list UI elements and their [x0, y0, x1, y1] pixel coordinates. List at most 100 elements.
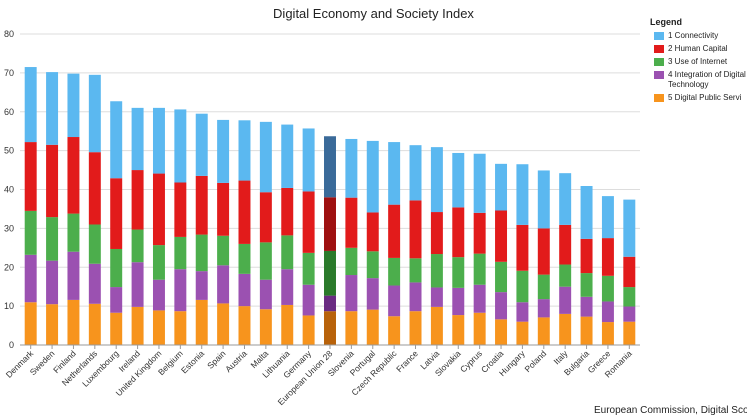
bar-segment[interactable]	[67, 213, 80, 252]
bar-segment[interactable]	[174, 109, 187, 183]
bar-segment[interactable]	[537, 228, 550, 275]
bar-segment[interactable]	[302, 128, 315, 192]
bar-segment[interactable]	[131, 170, 144, 230]
bar-segment[interactable]	[217, 303, 230, 345]
bar-segment[interactable]	[152, 245, 165, 280]
bar-segment[interactable]	[217, 265, 230, 304]
bar-segment[interactable]	[537, 170, 550, 229]
bar-segment[interactable]	[88, 152, 101, 225]
bar-segment[interactable]	[388, 142, 401, 205]
bar-segment[interactable]	[580, 238, 593, 274]
bar-segment[interactable]	[259, 192, 272, 243]
bar-segment[interactable]	[324, 295, 336, 312]
bar-segment[interactable]	[281, 235, 294, 270]
bar-segment[interactable]	[345, 275, 358, 312]
bar-segment[interactable]	[152, 107, 165, 174]
bar-segment[interactable]	[495, 292, 508, 320]
bar-segment[interactable]	[473, 253, 486, 285]
bar-segment[interactable]	[366, 309, 379, 345]
bar-segment[interactable]	[238, 273, 251, 307]
legend-item[interactable]: 4 Integration of Digital Technology	[650, 70, 747, 90]
bar-segment[interactable]	[46, 144, 59, 218]
bar-segment[interactable]	[601, 322, 614, 345]
bar-segment[interactable]	[259, 309, 272, 345]
bar-segment[interactable]	[430, 287, 443, 307]
bar-segment[interactable]	[88, 74, 101, 153]
bar-segment[interactable]	[409, 282, 422, 312]
bar-segment[interactable]	[67, 137, 80, 214]
bar-segment[interactable]	[559, 313, 572, 345]
bar-segment[interactable]	[131, 229, 144, 263]
bar-segment[interactable]	[24, 254, 37, 303]
bar-segment[interactable]	[601, 196, 614, 239]
bar-segment[interactable]	[473, 312, 486, 345]
bar-segment[interactable]	[559, 173, 572, 225]
bar-segment[interactable]	[302, 191, 315, 253]
bar-segment[interactable]	[195, 113, 208, 176]
bar-segment[interactable]	[46, 217, 59, 261]
bar-segment[interactable]	[537, 274, 550, 300]
bar-segment[interactable]	[409, 258, 422, 283]
bar-segment[interactable]	[88, 303, 101, 345]
legend-item[interactable]: 3 Use of Internet	[650, 57, 747, 67]
bar-segment[interactable]	[24, 302, 37, 345]
bar-segment[interactable]	[24, 67, 37, 143]
bar-segment[interactable]	[217, 119, 230, 183]
bar-segment[interactable]	[452, 207, 465, 258]
bar-segment[interactable]	[473, 284, 486, 313]
bar-segment[interactable]	[152, 173, 165, 246]
bar-segment[interactable]	[366, 251, 379, 279]
bar-segment[interactable]	[495, 163, 508, 211]
bar-segment[interactable]	[580, 273, 593, 297]
bar-segment[interactable]	[601, 301, 614, 323]
bar-segment[interactable]	[601, 238, 614, 276]
bar-segment[interactable]	[559, 286, 572, 314]
bar-segment[interactable]	[110, 248, 123, 288]
bar-segment[interactable]	[452, 315, 465, 345]
bar-segment[interactable]	[516, 164, 529, 225]
bar-segment[interactable]	[409, 311, 422, 345]
bar-segment[interactable]	[559, 224, 572, 265]
bar-segment[interactable]	[46, 72, 59, 145]
bar-segment[interactable]	[110, 287, 123, 313]
bar-segment[interactable]	[67, 73, 80, 138]
bar-segment[interactable]	[195, 234, 208, 272]
bar-segment[interactable]	[559, 264, 572, 287]
bar-segment[interactable]	[495, 319, 508, 345]
bar-segment[interactable]	[452, 152, 465, 208]
bar-segment[interactable]	[623, 256, 636, 288]
bar-segment[interactable]	[195, 271, 208, 300]
bar-segment[interactable]	[110, 101, 123, 179]
bar-segment[interactable]	[516, 224, 529, 271]
bar-segment[interactable]	[281, 304, 294, 345]
bar-segment[interactable]	[302, 315, 315, 345]
bar-segment[interactable]	[366, 140, 379, 213]
bar-segment[interactable]	[623, 306, 636, 322]
bar-segment[interactable]	[131, 262, 144, 307]
bar-segment[interactable]	[345, 138, 358, 198]
bar-segment[interactable]	[46, 260, 59, 305]
bar-segment[interactable]	[495, 261, 508, 293]
bar-segment[interactable]	[324, 311, 336, 345]
bar-segment[interactable]	[259, 279, 272, 310]
bar-segment[interactable]	[131, 306, 144, 345]
bar-segment[interactable]	[452, 287, 465, 316]
bar-segment[interactable]	[110, 312, 123, 345]
bar-segment[interactable]	[366, 212, 379, 252]
bar-segment[interactable]	[238, 120, 251, 181]
bar-segment[interactable]	[345, 197, 358, 248]
bar-segment[interactable]	[174, 236, 187, 270]
bar-segment[interactable]	[473, 153, 486, 213]
bar-segment[interactable]	[366, 278, 379, 310]
bar-segment[interactable]	[24, 210, 37, 255]
bar-segment[interactable]	[152, 310, 165, 345]
bar-segment[interactable]	[345, 247, 358, 276]
bar-segment[interactable]	[281, 124, 294, 188]
bar-segment[interactable]	[324, 197, 336, 251]
legend-item[interactable]: 5 Digital Public Servi	[650, 93, 747, 103]
bar-segment[interactable]	[88, 263, 101, 304]
bar-segment[interactable]	[623, 321, 636, 345]
bar-segment[interactable]	[516, 270, 529, 303]
bar-segment[interactable]	[174, 182, 187, 237]
bar-segment[interactable]	[452, 257, 465, 288]
